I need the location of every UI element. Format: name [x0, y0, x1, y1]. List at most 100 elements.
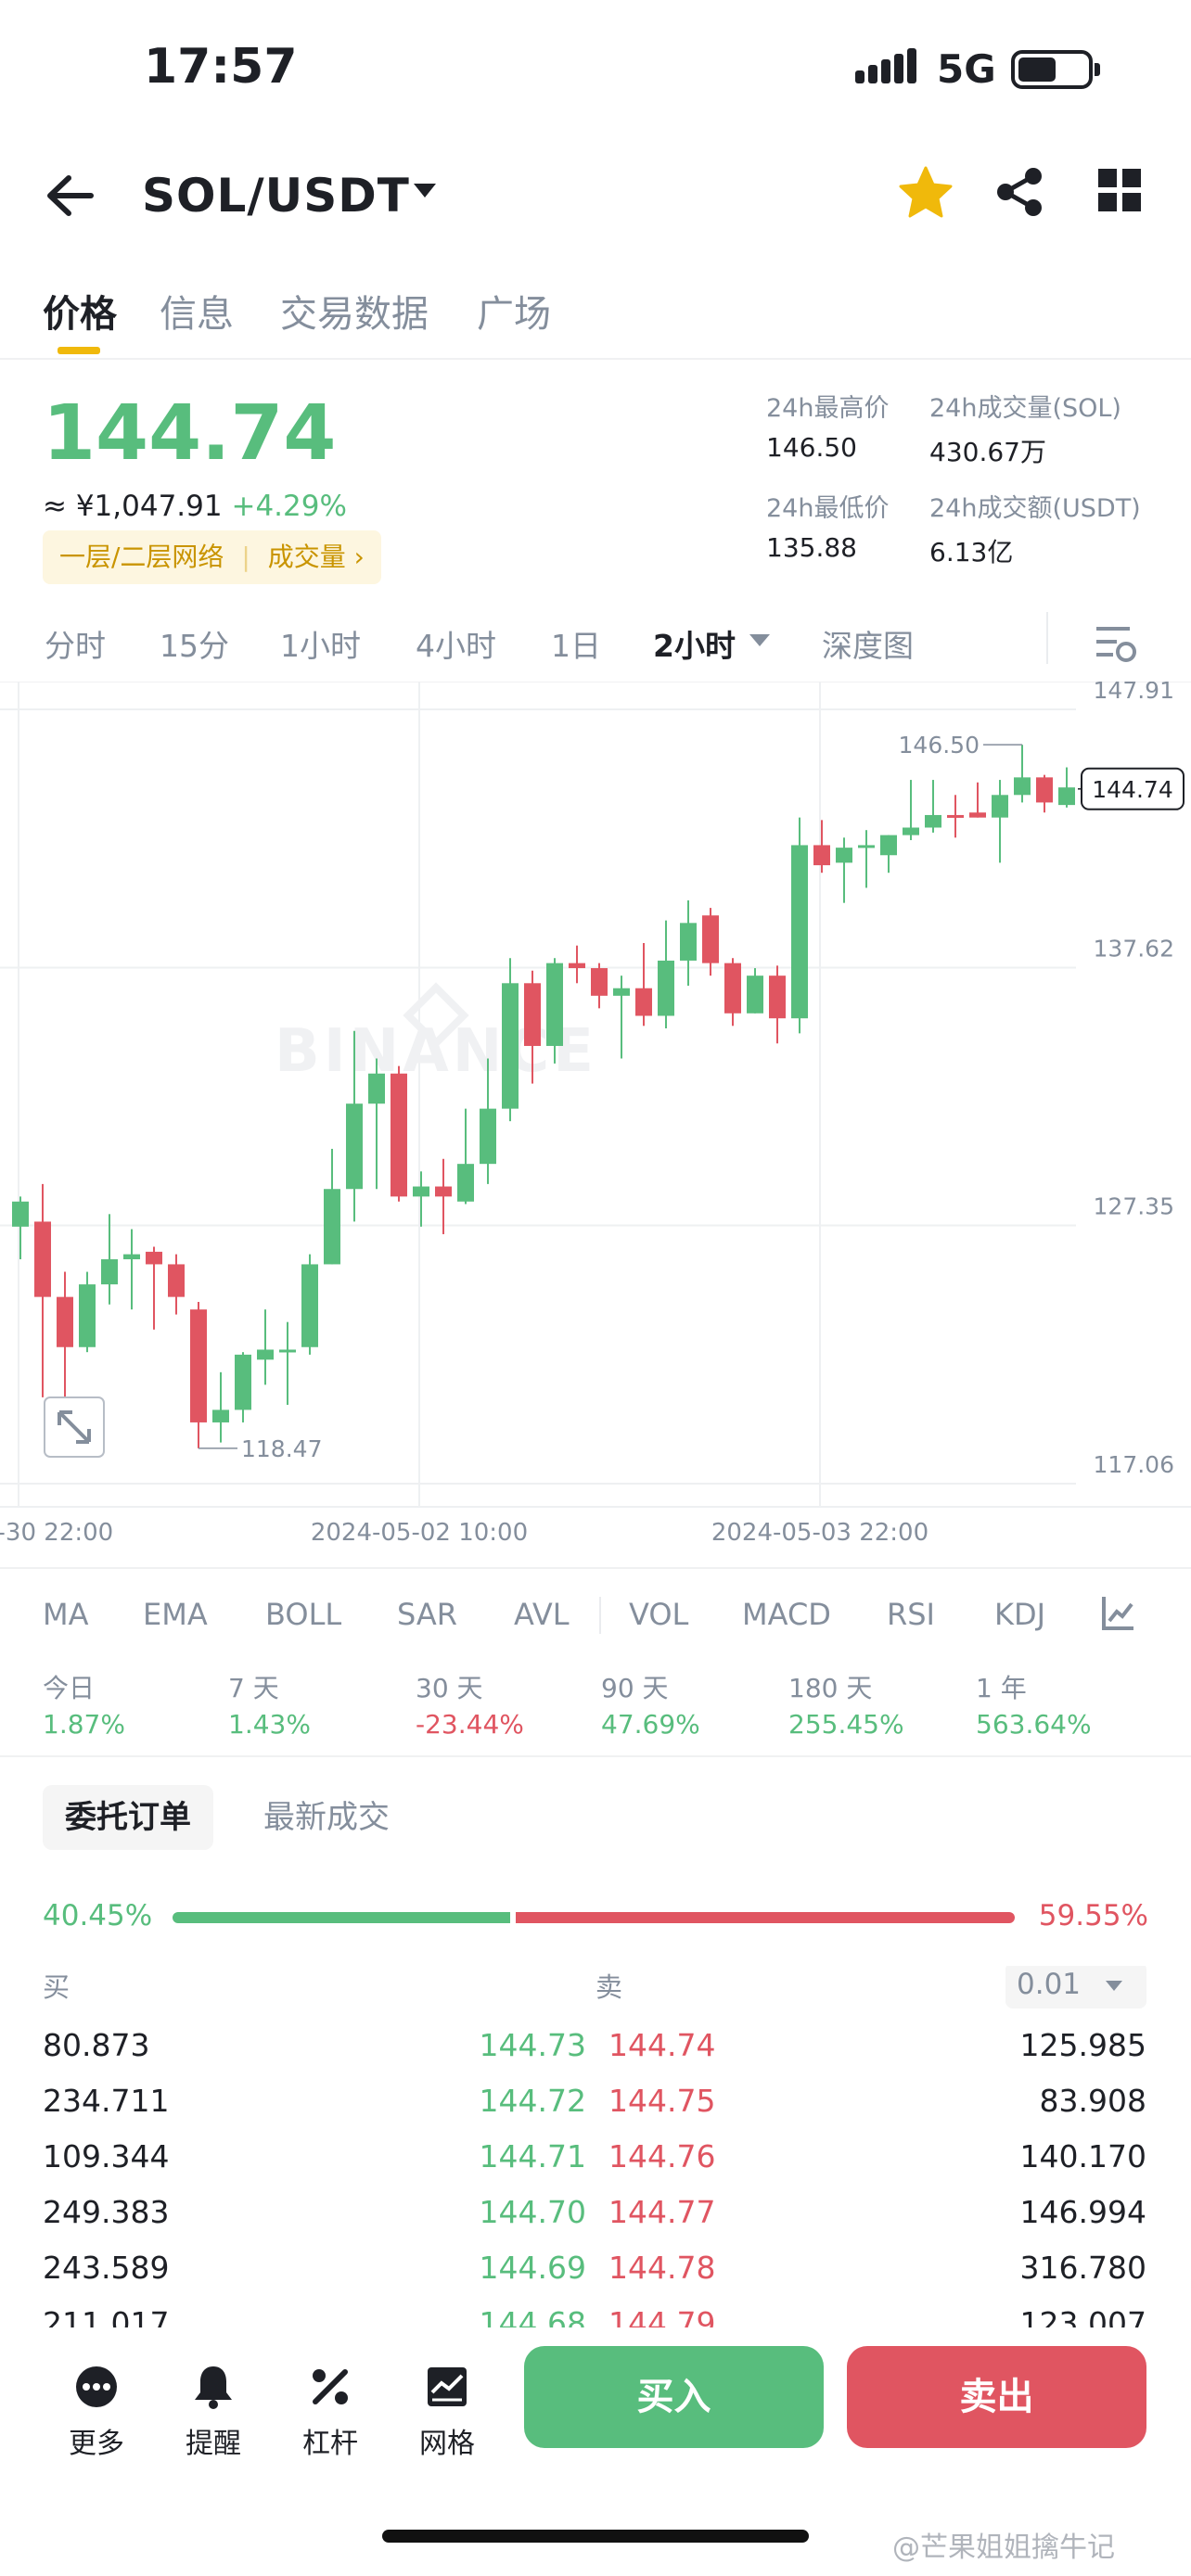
orderbook-row[interactable]: 109.344 144.71 144.76 140.170 [0, 2129, 1191, 2185]
grid-menu-icon[interactable] [1096, 167, 1145, 215]
ask-price: 144.78 [608, 2250, 716, 2286]
interval-1d[interactable]: 1日 [551, 628, 601, 664]
bottom-action-bar: 更多 提醒 杠杆 网格 买入 卖出 [0, 2327, 1191, 2576]
grid-label: 网格 [419, 2428, 475, 2460]
indicator-bar: MA EMA BOLL SAR AVL VOL MACD RSI KDJ [0, 1567, 1191, 1660]
more-button[interactable]: 更多 [50, 2352, 143, 2460]
bid-quantity: 80.873 [43, 2027, 150, 2063]
status-time: 17:57 [144, 39, 298, 95]
candle-body [702, 915, 719, 963]
high-value: 146.50 [766, 432, 857, 463]
indicator-avl[interactable]: AVL [514, 1597, 570, 1632]
candle-body [502, 983, 519, 1109]
tab-square[interactable]: 广场 [477, 293, 551, 336]
indicator-settings-icon[interactable] [1100, 1593, 1137, 1634]
interval-depth[interactable]: 深度图 [822, 628, 914, 664]
tab-info[interactable]: 信息 [160, 293, 234, 336]
candle-body [435, 1186, 452, 1197]
interval-2h[interactable]: 2小时 [653, 628, 736, 664]
orderbook-row[interactable]: 249.383 144.70 144.77 146.994 [0, 2185, 1191, 2240]
candle-body [925, 814, 941, 828]
volume-sol-value: 430.67万 [929, 437, 1046, 467]
share-icon[interactable] [994, 165, 1046, 219]
home-indicator[interactable] [382, 2530, 809, 2543]
candle-body [992, 795, 1008, 818]
buy-ratio: 40.45% [43, 1899, 153, 1932]
interval-bar: 分时 15分 1小时 4小时 1日 2小时 深度图 [0, 612, 1191, 679]
indicator-macd[interactable]: MACD [742, 1597, 831, 1632]
candle-body [101, 1259, 118, 1285]
indicator-kdj[interactable]: KDJ [994, 1597, 1046, 1632]
y-tick-label: 137.62 [1094, 936, 1174, 963]
tab-trading-data[interactable]: 交易数据 [280, 293, 429, 336]
perf-value-30d: -23.44% [416, 1709, 524, 1740]
indicator-rsi[interactable]: RSI [887, 1597, 935, 1632]
candle-body [813, 845, 830, 866]
precision-value: 0.01 [1017, 1968, 1082, 2001]
indicator-vol[interactable]: VOL [629, 1597, 689, 1632]
interval-caret-icon[interactable] [748, 632, 772, 649]
badge-volume-label: 成交量 [267, 542, 346, 572]
buy-button[interactable]: 买入 [524, 2346, 824, 2448]
candle-body [1058, 787, 1075, 806]
candle-body [212, 1409, 229, 1422]
perf-label-1y: 1 年 [976, 1673, 1027, 1703]
alert-button[interactable]: 提醒 [167, 2352, 260, 2460]
low-label: 24h最低价 [766, 494, 890, 523]
badge-network-label: 一层/二层网络 [59, 542, 224, 572]
ask-quantity: 123.007 [1019, 2305, 1146, 2327]
leverage-button[interactable]: 杠杆 [284, 2352, 377, 2460]
orderbook-row[interactable]: 234.711 144.72 144.75 83.908 [0, 2073, 1191, 2129]
indicator-sar[interactable]: SAR [397, 1597, 458, 1632]
indicator-ema[interactable]: EMA [143, 1597, 208, 1632]
y-tick-label: 117.06 [1094, 1451, 1174, 1478]
binance-logo-icon [403, 982, 469, 1049]
candle-body [12, 1201, 29, 1227]
indicator-boll[interactable]: BOLL [265, 1597, 342, 1632]
sell-button[interactable]: 卖出 [847, 2346, 1146, 2448]
tab-recent-trades[interactable]: 最新成交 [263, 1799, 390, 1836]
candle-body [480, 1108, 496, 1165]
alert-label: 提醒 [186, 2428, 241, 2460]
ask-price: 144.79 [608, 2305, 716, 2327]
ratio-buy-bar [173, 1912, 510, 1923]
interval-1h[interactable]: 1小时 [280, 628, 361, 664]
orderbook-row[interactable]: 80.873 144.73 144.74 125.985 [0, 2018, 1191, 2073]
bid-column-header: 买 [43, 1971, 70, 2003]
bid-quantity: 109.344 [43, 2138, 170, 2174]
interval-time[interactable]: 分时 [45, 628, 106, 664]
indicator-ma[interactable]: MA [43, 1597, 89, 1632]
candle-body [413, 1186, 429, 1197]
chart-settings-icon[interactable] [1093, 621, 1139, 666]
tab-price[interactable]: 价格 [43, 293, 117, 336]
orderbook-row[interactable]: 243.589 144.69 144.78 316.780 [0, 2240, 1191, 2296]
bid-price: 144.68 [479, 2305, 586, 2327]
caret-down-icon[interactable] [412, 182, 438, 200]
network-badge[interactable]: 一层/二层网络 | 成交量 › [43, 530, 381, 584]
candlestick-chart[interactable]: 147.91 137.62 127.35 117.06 4-30 22:00 2024-0… [0, 682, 1191, 1553]
ask-price: 144.75 [608, 2083, 716, 2119]
candle-body [346, 1103, 363, 1190]
candle-body [34, 1221, 51, 1297]
pair-selector[interactable]: SOL/USDT [142, 169, 410, 223]
interval-15m[interactable]: 15分 [160, 628, 229, 664]
grid-trading-button[interactable]: 网格 [401, 2352, 493, 2460]
candle-body [190, 1309, 207, 1422]
high-marker-label: 146.50 [899, 732, 980, 759]
orderbook-tabs: 委托订单 最新成交 [0, 1785, 1191, 1859]
arrow-left-icon[interactable] [45, 172, 96, 219]
header: SOL/USDT [0, 148, 1191, 241]
perf-value-90d: 47.69% [601, 1709, 700, 1740]
star-icon[interactable] [898, 165, 954, 219]
tab-order-book[interactable]: 委托订单 [43, 1785, 213, 1850]
leverage-label: 杠杆 [302, 2428, 358, 2460]
candle-body [79, 1284, 96, 1347]
battery-icon [1011, 50, 1100, 89]
precision-selector[interactable]: 0.01 [1005, 1966, 1146, 2009]
orderbook-row[interactable]: 211.017 144.68 144.79 123.007 [0, 2296, 1191, 2327]
candle-body [947, 814, 964, 818]
interval-4h[interactable]: 4小时 [416, 628, 496, 664]
candle-body [301, 1264, 318, 1347]
bid-price: 144.69 [479, 2250, 586, 2286]
volume-usdt-label: 24h成交额(USDT) [929, 494, 1141, 523]
